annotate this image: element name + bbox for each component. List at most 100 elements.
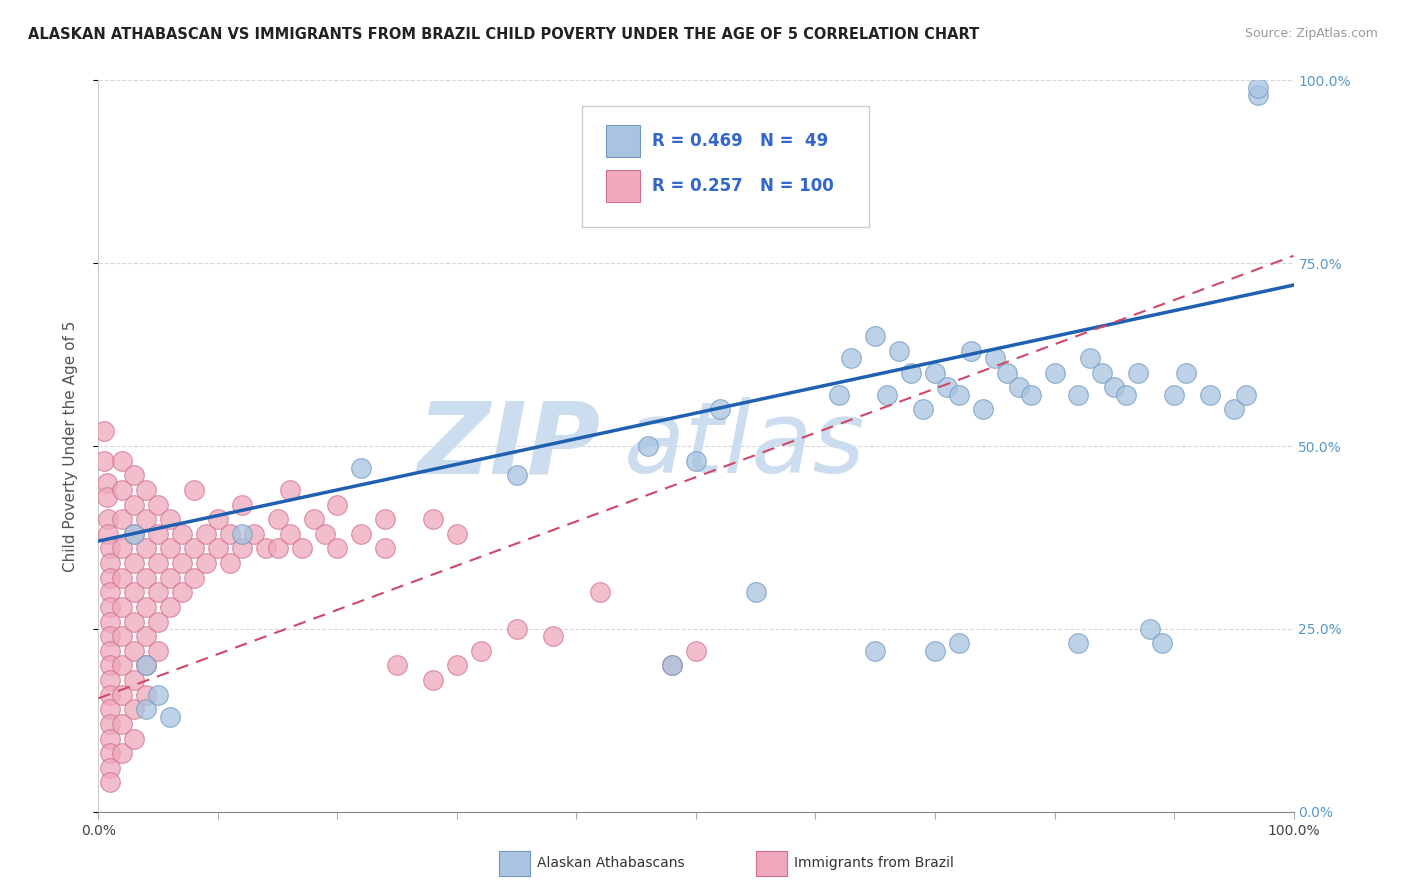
Text: atlas: atlas: [624, 398, 866, 494]
Point: [865, 644, 887, 658]
Point: [709, 402, 731, 417]
Point: [124, 673, 146, 687]
Point: [1043, 366, 1066, 380]
Point: [1115, 388, 1137, 402]
Point: [1139, 622, 1161, 636]
Point: [98, 688, 122, 702]
Point: [315, 526, 337, 541]
Point: [876, 388, 898, 402]
Point: [111, 512, 134, 526]
Point: [135, 658, 157, 673]
Point: [111, 717, 134, 731]
Point: [207, 541, 229, 556]
Point: [135, 571, 157, 585]
Point: [685, 453, 707, 467]
Point: [124, 526, 146, 541]
Point: [124, 702, 146, 716]
Point: [865, 329, 887, 343]
Point: [1247, 80, 1270, 95]
Point: [124, 644, 146, 658]
Point: [98, 571, 122, 585]
Point: [124, 615, 146, 629]
Point: [911, 402, 934, 417]
Point: [960, 343, 983, 358]
Point: [98, 702, 122, 716]
Point: [278, 526, 301, 541]
Point: [111, 483, 134, 497]
Text: R = 0.257   N = 100: R = 0.257 N = 100: [652, 178, 834, 195]
Point: [148, 526, 170, 541]
Point: [446, 526, 468, 541]
Point: [589, 585, 612, 599]
Point: [1152, 636, 1174, 650]
Point: [685, 644, 707, 658]
Point: [1080, 351, 1102, 366]
Point: [841, 351, 863, 366]
Point: [111, 541, 134, 556]
Point: [984, 351, 1007, 366]
Point: [124, 526, 146, 541]
Point: [995, 366, 1018, 380]
Point: [111, 629, 134, 643]
Bar: [606, 125, 640, 157]
Y-axis label: Child Poverty Under the Age of 5: Child Poverty Under the Age of 5: [63, 320, 77, 572]
Point: [972, 402, 994, 417]
Point: [1175, 366, 1198, 380]
Point: [1091, 366, 1114, 380]
Point: [148, 688, 170, 702]
Point: [278, 483, 301, 497]
Point: [231, 526, 253, 541]
Point: [470, 644, 492, 658]
Point: [124, 556, 146, 570]
Point: [183, 483, 205, 497]
Point: [111, 658, 134, 673]
Point: [124, 585, 146, 599]
Point: [302, 512, 325, 526]
Point: [148, 556, 170, 570]
Point: [350, 461, 373, 475]
Point: [111, 453, 134, 467]
Point: [254, 541, 277, 556]
Text: Immigrants from Brazil: Immigrants from Brazil: [794, 856, 955, 871]
Point: [159, 599, 181, 614]
Point: [98, 761, 122, 775]
Point: [1008, 380, 1031, 394]
Point: [97, 512, 120, 526]
Point: [98, 658, 122, 673]
Bar: [606, 170, 640, 202]
Point: [159, 512, 181, 526]
Point: [267, 512, 290, 526]
Point: [124, 468, 146, 483]
Point: [219, 556, 242, 570]
Point: [422, 512, 444, 526]
Point: [124, 731, 146, 746]
Point: [93, 453, 115, 467]
Point: [207, 512, 229, 526]
Point: [1104, 380, 1126, 394]
Point: [135, 629, 157, 643]
Text: R = 0.469   N =  49: R = 0.469 N = 49: [652, 132, 828, 150]
Point: [374, 512, 396, 526]
Point: [745, 585, 768, 599]
Point: [135, 512, 157, 526]
Point: [1067, 636, 1090, 650]
Point: [124, 498, 146, 512]
Point: [98, 673, 122, 687]
Point: [506, 622, 529, 636]
Point: [148, 585, 170, 599]
Point: [1163, 388, 1185, 402]
Point: [98, 556, 122, 570]
Point: [243, 526, 266, 541]
Point: [135, 702, 157, 716]
Point: [446, 658, 468, 673]
Point: [661, 658, 683, 673]
Point: [97, 526, 120, 541]
Point: [98, 599, 122, 614]
Point: [900, 366, 922, 380]
Point: [98, 717, 122, 731]
Point: [422, 673, 444, 687]
Point: [135, 541, 157, 556]
Point: [98, 731, 122, 746]
Point: [374, 541, 396, 556]
Point: [96, 475, 118, 490]
